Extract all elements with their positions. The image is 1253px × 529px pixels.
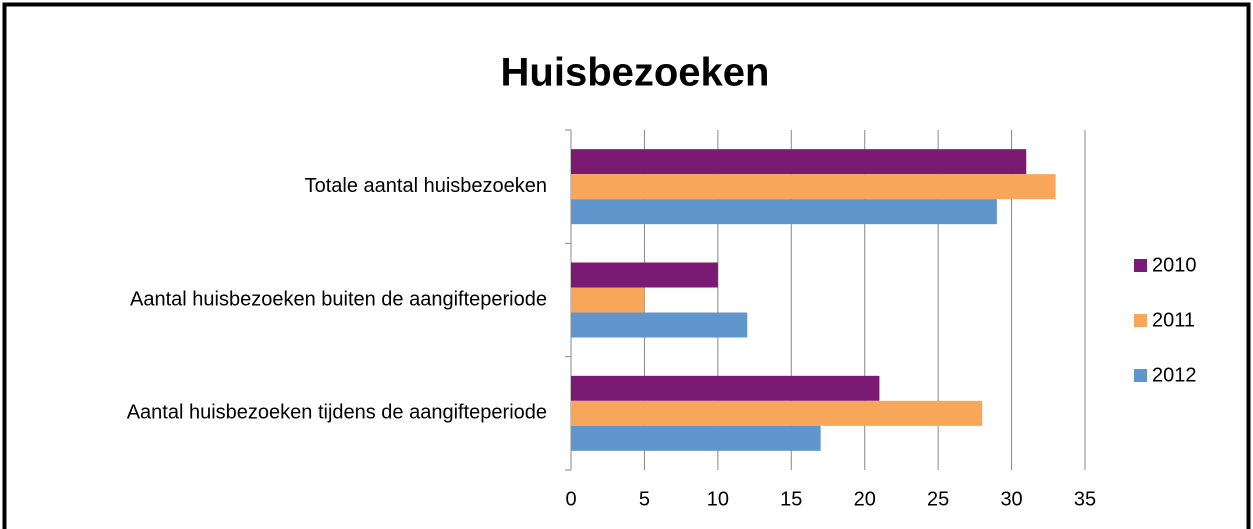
x-tick-label: 15 <box>780 488 802 510</box>
x-tick-label: 10 <box>707 488 729 510</box>
legend-label: 2010 <box>1152 254 1197 276</box>
legend-swatch <box>1134 314 1147 327</box>
legend-label: 2011 <box>1152 309 1195 331</box>
x-tick-label: 20 <box>854 488 876 510</box>
bar <box>571 199 997 225</box>
x-tick-label: 0 <box>565 488 576 510</box>
bar <box>571 149 1027 175</box>
bar <box>571 262 718 288</box>
bar <box>571 375 880 401</box>
y-tick-label: Aantal huisbezoeken buiten de aangiftepe… <box>130 288 547 310</box>
chart-title: Huisbezoeken <box>501 51 770 95</box>
bar <box>571 312 748 338</box>
bar <box>571 425 821 451</box>
legend-swatch <box>1134 259 1147 272</box>
legend-label: 2012 <box>1152 364 1197 386</box>
bar <box>571 400 983 426</box>
y-tick-label: Aantal huisbezoeken tijdens de aangiftep… <box>127 402 547 424</box>
bar <box>571 287 645 313</box>
x-tick-label: 35 <box>1074 488 1096 510</box>
x-tick-label: 25 <box>927 488 949 510</box>
legend-swatch <box>1134 369 1147 382</box>
y-tick-label: Totale aantal huisbezoeken <box>305 175 547 197</box>
x-tick-label: 5 <box>639 488 650 510</box>
bar <box>571 174 1056 200</box>
x-tick-label: 30 <box>1000 488 1022 510</box>
